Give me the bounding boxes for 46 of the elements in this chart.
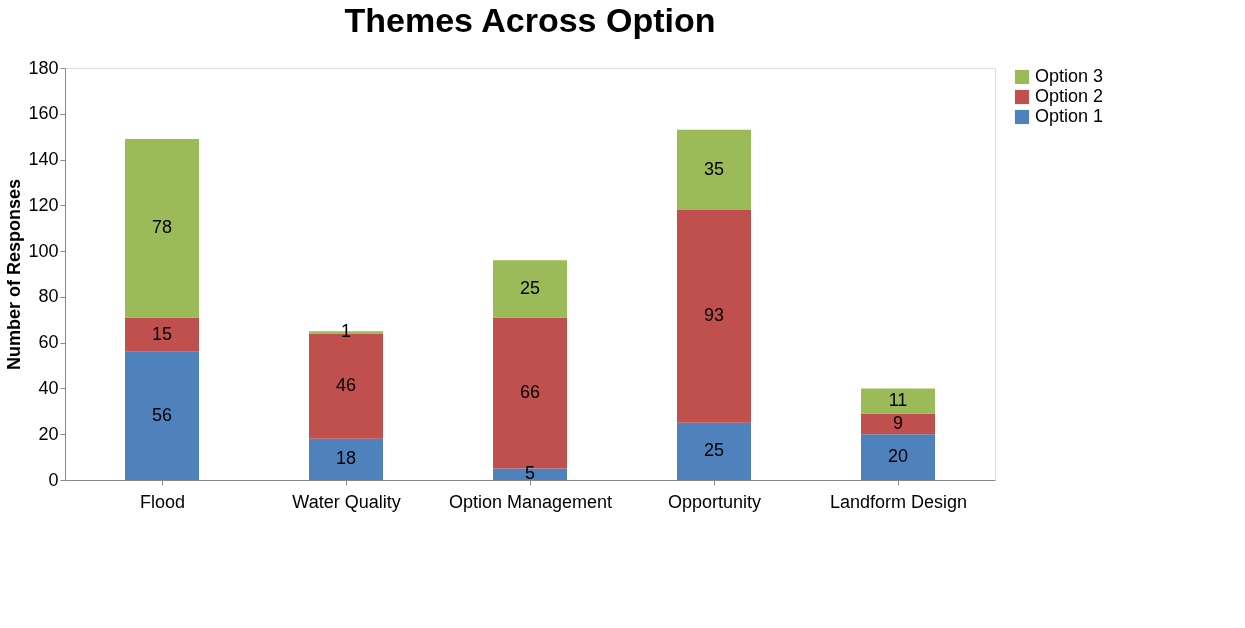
data-label: 56 [151,404,173,425]
y-tick-label: 100 [28,240,59,261]
data-label: 93 [703,305,725,326]
data-label: 18 [335,448,357,469]
bar [677,422,751,480]
y-tick-label: 40 [38,377,59,398]
bar [861,413,935,435]
legend-label: Option 1 [1035,106,1104,126]
x-tick-label: Landform Design [829,491,968,512]
data-label: 15 [151,323,173,344]
y-tick-label: 0 [48,469,59,490]
y-tick-label: 60 [38,332,59,353]
y-axis-title: Number of Responses [4,178,25,371]
bar [677,209,751,423]
bar [861,434,935,480]
bar [677,129,751,210]
bar [125,138,199,318]
chart-title: Themes Across Option [344,1,716,39]
legend-label: Option 2 [1035,86,1104,106]
y-tick-label: 140 [28,149,59,170]
bar [309,438,383,480]
x-tick-label: Flood [139,491,186,512]
data-label: 78 [151,217,173,238]
data-label: 1 [340,321,352,342]
data-label: 66 [519,382,541,403]
data-label: 5 [524,463,536,484]
bar [493,260,567,318]
data-label: 35 [703,158,725,179]
data-label: 11 [888,390,908,411]
bar [125,317,199,352]
x-tick-label: Option Management [448,491,613,512]
data-label: 46 [335,375,357,396]
y-tick-label: 180 [28,57,59,78]
y-tick-label: 120 [28,194,59,215]
x-tick-label: Water Quality [292,491,401,512]
y-tick-label: 160 [28,103,59,124]
data-label: 9 [892,412,904,433]
x-tick-label: Opportunity [667,491,762,512]
data-label: 25 [519,277,541,298]
legend-label: Option 3 [1035,66,1104,86]
data-label: 20 [887,446,909,467]
bar [125,351,199,480]
bar [861,388,935,414]
data-label: 25 [703,440,725,461]
y-tick-label: 20 [38,423,59,444]
y-tick-label: 80 [38,286,59,307]
